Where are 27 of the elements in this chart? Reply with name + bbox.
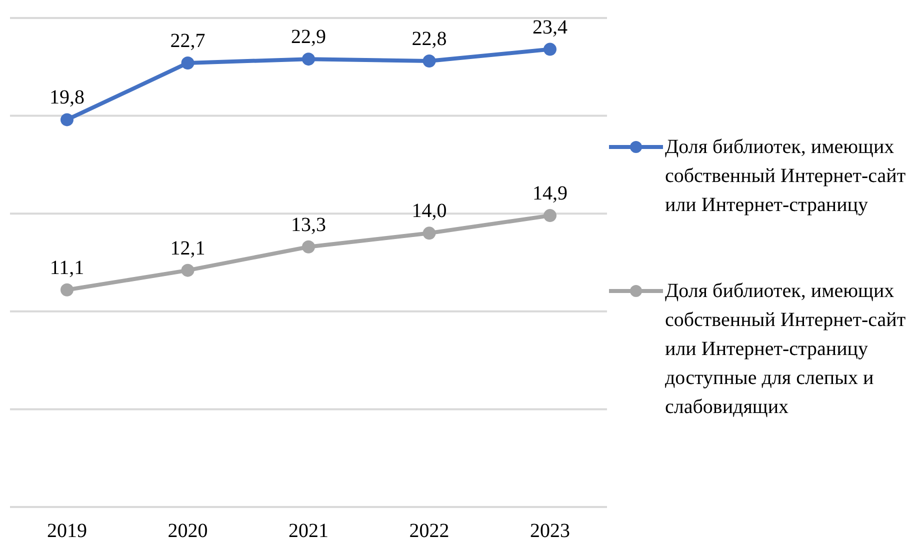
x-tick-label: 2022 <box>409 520 450 542</box>
data-label: 23,4 <box>532 16 568 38</box>
point <box>181 56 194 70</box>
point <box>422 226 436 240</box>
point <box>181 264 194 277</box>
data-label: 14,9 <box>532 182 568 205</box>
point <box>544 209 556 222</box>
data-label: 11,1 <box>50 256 84 279</box>
data-label: 22,9 <box>291 26 326 48</box>
x-tick-label: 2021 <box>288 520 328 542</box>
data-label: 12,1 <box>170 237 206 260</box>
legend-label: Доля библиотек, имеющих собственный Интернет-сайт или Интернет-страницу доступные для слепых и слабовидящих <box>665 278 907 420</box>
data-label: 19,8 <box>50 86 84 109</box>
x-tick-label: 2023 <box>530 520 570 542</box>
data-label: 22,8 <box>412 28 447 50</box>
data-label: 13,3 <box>291 214 326 236</box>
point <box>302 240 315 254</box>
legend-label: Доля библиотек, имеющих собственный Интернет-сайт или Интернет-страницу <box>665 134 907 218</box>
x-tick-label: 2019 <box>47 520 87 542</box>
point <box>422 54 436 68</box>
point <box>60 283 74 296</box>
x-tick-label: 2020 <box>168 520 208 542</box>
point <box>60 113 74 126</box>
point <box>544 42 556 56</box>
data-label: 22,7 <box>170 30 206 52</box>
point <box>302 52 315 66</box>
data-label: 14,0 <box>412 200 447 222</box>
